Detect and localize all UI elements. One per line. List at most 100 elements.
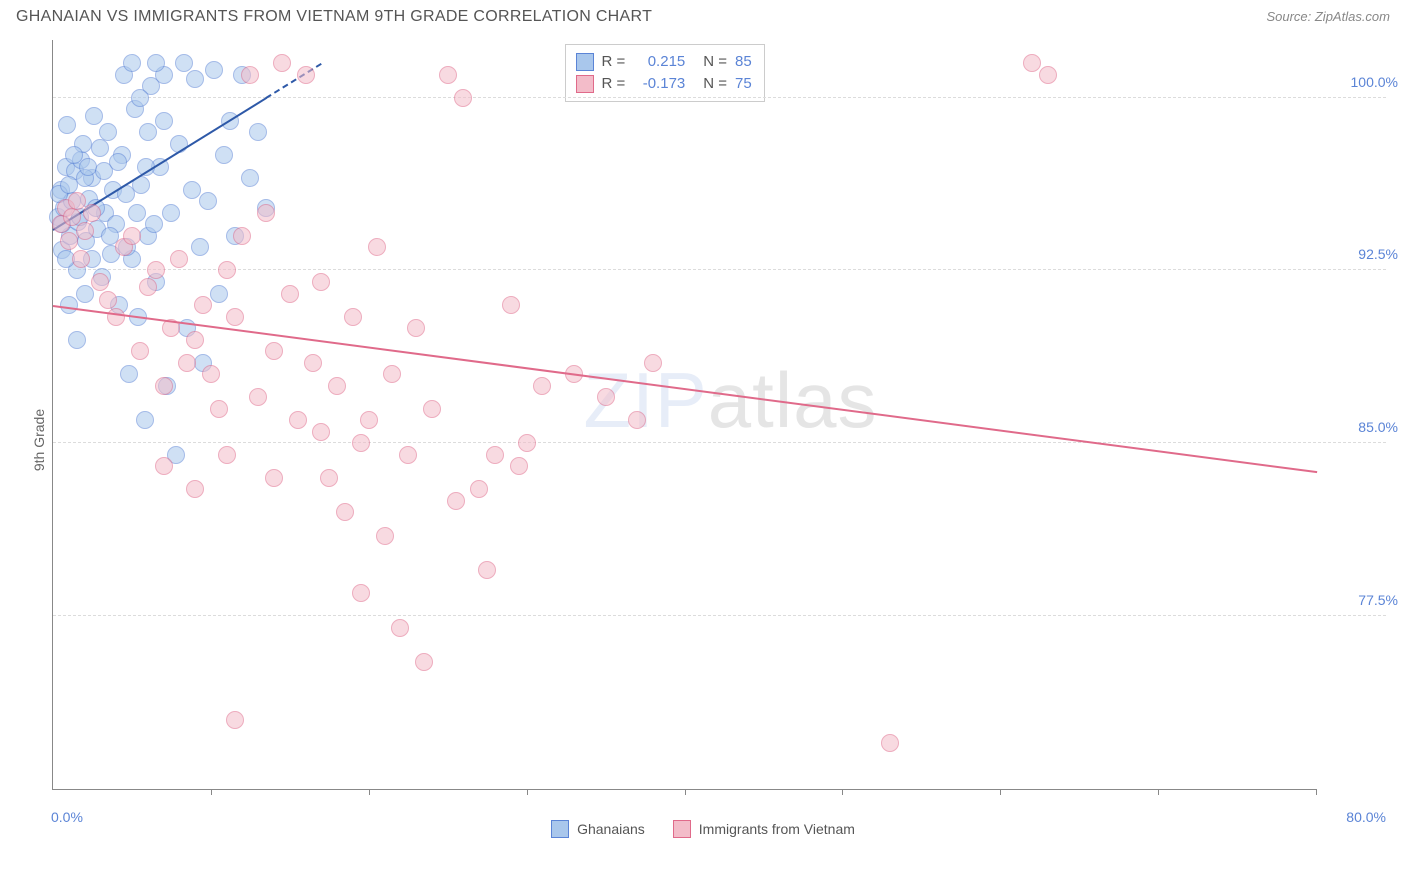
scatter-point bbox=[83, 204, 101, 222]
x-tick bbox=[1158, 789, 1159, 795]
scatter-point bbox=[60, 296, 78, 314]
scatter-point bbox=[91, 273, 109, 291]
scatter-point bbox=[136, 411, 154, 429]
scatter-point bbox=[131, 89, 149, 107]
stat-r-value: 0.215 bbox=[633, 53, 685, 70]
legend-label: Immigrants from Vietnam bbox=[699, 821, 855, 837]
scatter-point bbox=[644, 354, 662, 372]
scatter-point bbox=[486, 446, 504, 464]
scatter-point bbox=[518, 434, 536, 452]
stat-label: R = bbox=[602, 75, 626, 92]
scatter-point bbox=[226, 711, 244, 729]
scatter-point bbox=[439, 66, 457, 84]
scatter-point bbox=[368, 238, 386, 256]
scatter-point bbox=[91, 139, 109, 157]
scatter-point bbox=[186, 331, 204, 349]
scatter-point bbox=[407, 319, 425, 337]
scatter-point bbox=[289, 411, 307, 429]
y-tick-label: 85.0% bbox=[1320, 419, 1398, 435]
scatter-point bbox=[99, 123, 117, 141]
legend-swatch bbox=[551, 820, 569, 838]
scatter-point bbox=[120, 365, 138, 383]
chart-container: 9th Grade ZIPatlas R =0.215N =85R =-0.17… bbox=[0, 30, 1406, 850]
scatter-point bbox=[352, 584, 370, 602]
scatter-point bbox=[123, 227, 141, 245]
legend-item: Ghanaians bbox=[551, 820, 645, 838]
y-tick-label: 92.5% bbox=[1320, 246, 1398, 262]
scatter-point bbox=[72, 250, 90, 268]
scatter-point bbox=[297, 66, 315, 84]
scatter-point bbox=[399, 446, 417, 464]
scatter-point bbox=[107, 308, 125, 326]
scatter-point bbox=[191, 238, 209, 256]
chart-title: GHANAIAN VS IMMIGRANTS FROM VIETNAM 9TH … bbox=[16, 8, 652, 26]
scatter-point bbox=[281, 285, 299, 303]
scatter-point bbox=[510, 457, 528, 475]
scatter-point bbox=[881, 734, 899, 752]
scatter-point bbox=[391, 619, 409, 637]
x-tick bbox=[842, 789, 843, 795]
scatter-point bbox=[139, 278, 157, 296]
gridline bbox=[53, 97, 1386, 98]
plot-area: ZIPatlas R =0.215N =85R =-0.173N =75 0.0… bbox=[52, 40, 1316, 790]
scatter-point bbox=[336, 503, 354, 521]
scatter-point bbox=[170, 250, 188, 268]
scatter-point bbox=[265, 342, 283, 360]
x-tick bbox=[1316, 789, 1317, 795]
scatter-point bbox=[145, 215, 163, 233]
scatter-point bbox=[415, 653, 433, 671]
scatter-point bbox=[123, 54, 141, 72]
series-legend: Ghanaians Immigrants from Vietnam bbox=[0, 820, 1406, 838]
scatter-point bbox=[202, 365, 220, 383]
chart-header: GHANAIAN VS IMMIGRANTS FROM VIETNAM 9TH … bbox=[0, 0, 1406, 30]
scatter-point bbox=[447, 492, 465, 510]
x-tick bbox=[369, 789, 370, 795]
scatter-point bbox=[304, 354, 322, 372]
scatter-point bbox=[147, 261, 165, 279]
scatter-point bbox=[312, 273, 330, 291]
gridline bbox=[53, 615, 1386, 616]
scatter-point bbox=[249, 123, 267, 141]
trend-line bbox=[53, 305, 1317, 473]
scatter-point bbox=[76, 222, 94, 240]
scatter-point bbox=[352, 434, 370, 452]
scatter-point bbox=[199, 192, 217, 210]
legend-item: Immigrants from Vietnam bbox=[673, 820, 855, 838]
scatter-point bbox=[241, 169, 259, 187]
stat-n-value: 85 bbox=[735, 53, 752, 70]
stats-row: R =0.215N =85 bbox=[576, 51, 752, 73]
legend-label: Ghanaians bbox=[577, 821, 645, 837]
scatter-point bbox=[178, 354, 196, 372]
scatter-point bbox=[155, 457, 173, 475]
scatter-point bbox=[328, 377, 346, 395]
scatter-point bbox=[218, 261, 236, 279]
legend-swatch bbox=[673, 820, 691, 838]
scatter-point bbox=[265, 469, 283, 487]
scatter-point bbox=[186, 70, 204, 88]
scatter-point bbox=[376, 527, 394, 545]
correlation-stats-box: R =0.215N =85R =-0.173N =75 bbox=[565, 44, 765, 102]
y-axis-label: 9th Grade bbox=[31, 409, 47, 471]
scatter-point bbox=[155, 112, 173, 130]
scatter-point bbox=[218, 446, 236, 464]
scatter-point bbox=[470, 480, 488, 498]
scatter-point bbox=[502, 296, 520, 314]
scatter-point bbox=[109, 153, 127, 171]
chart-source: Source: ZipAtlas.com bbox=[1266, 9, 1390, 24]
scatter-point bbox=[131, 342, 149, 360]
scatter-point bbox=[68, 192, 86, 210]
x-tick bbox=[527, 789, 528, 795]
scatter-point bbox=[383, 365, 401, 383]
x-tick bbox=[1000, 789, 1001, 795]
y-tick-label: 77.5% bbox=[1320, 592, 1398, 608]
legend-swatch bbox=[576, 75, 594, 93]
scatter-point bbox=[344, 308, 362, 326]
scatter-point bbox=[215, 146, 233, 164]
scatter-point bbox=[1039, 66, 1057, 84]
y-tick-label: 100.0% bbox=[1320, 74, 1398, 90]
scatter-point bbox=[68, 331, 86, 349]
scatter-point bbox=[226, 308, 244, 326]
scatter-point bbox=[85, 107, 103, 125]
scatter-point bbox=[186, 480, 204, 498]
stats-row: R =-0.173N =75 bbox=[576, 73, 752, 95]
